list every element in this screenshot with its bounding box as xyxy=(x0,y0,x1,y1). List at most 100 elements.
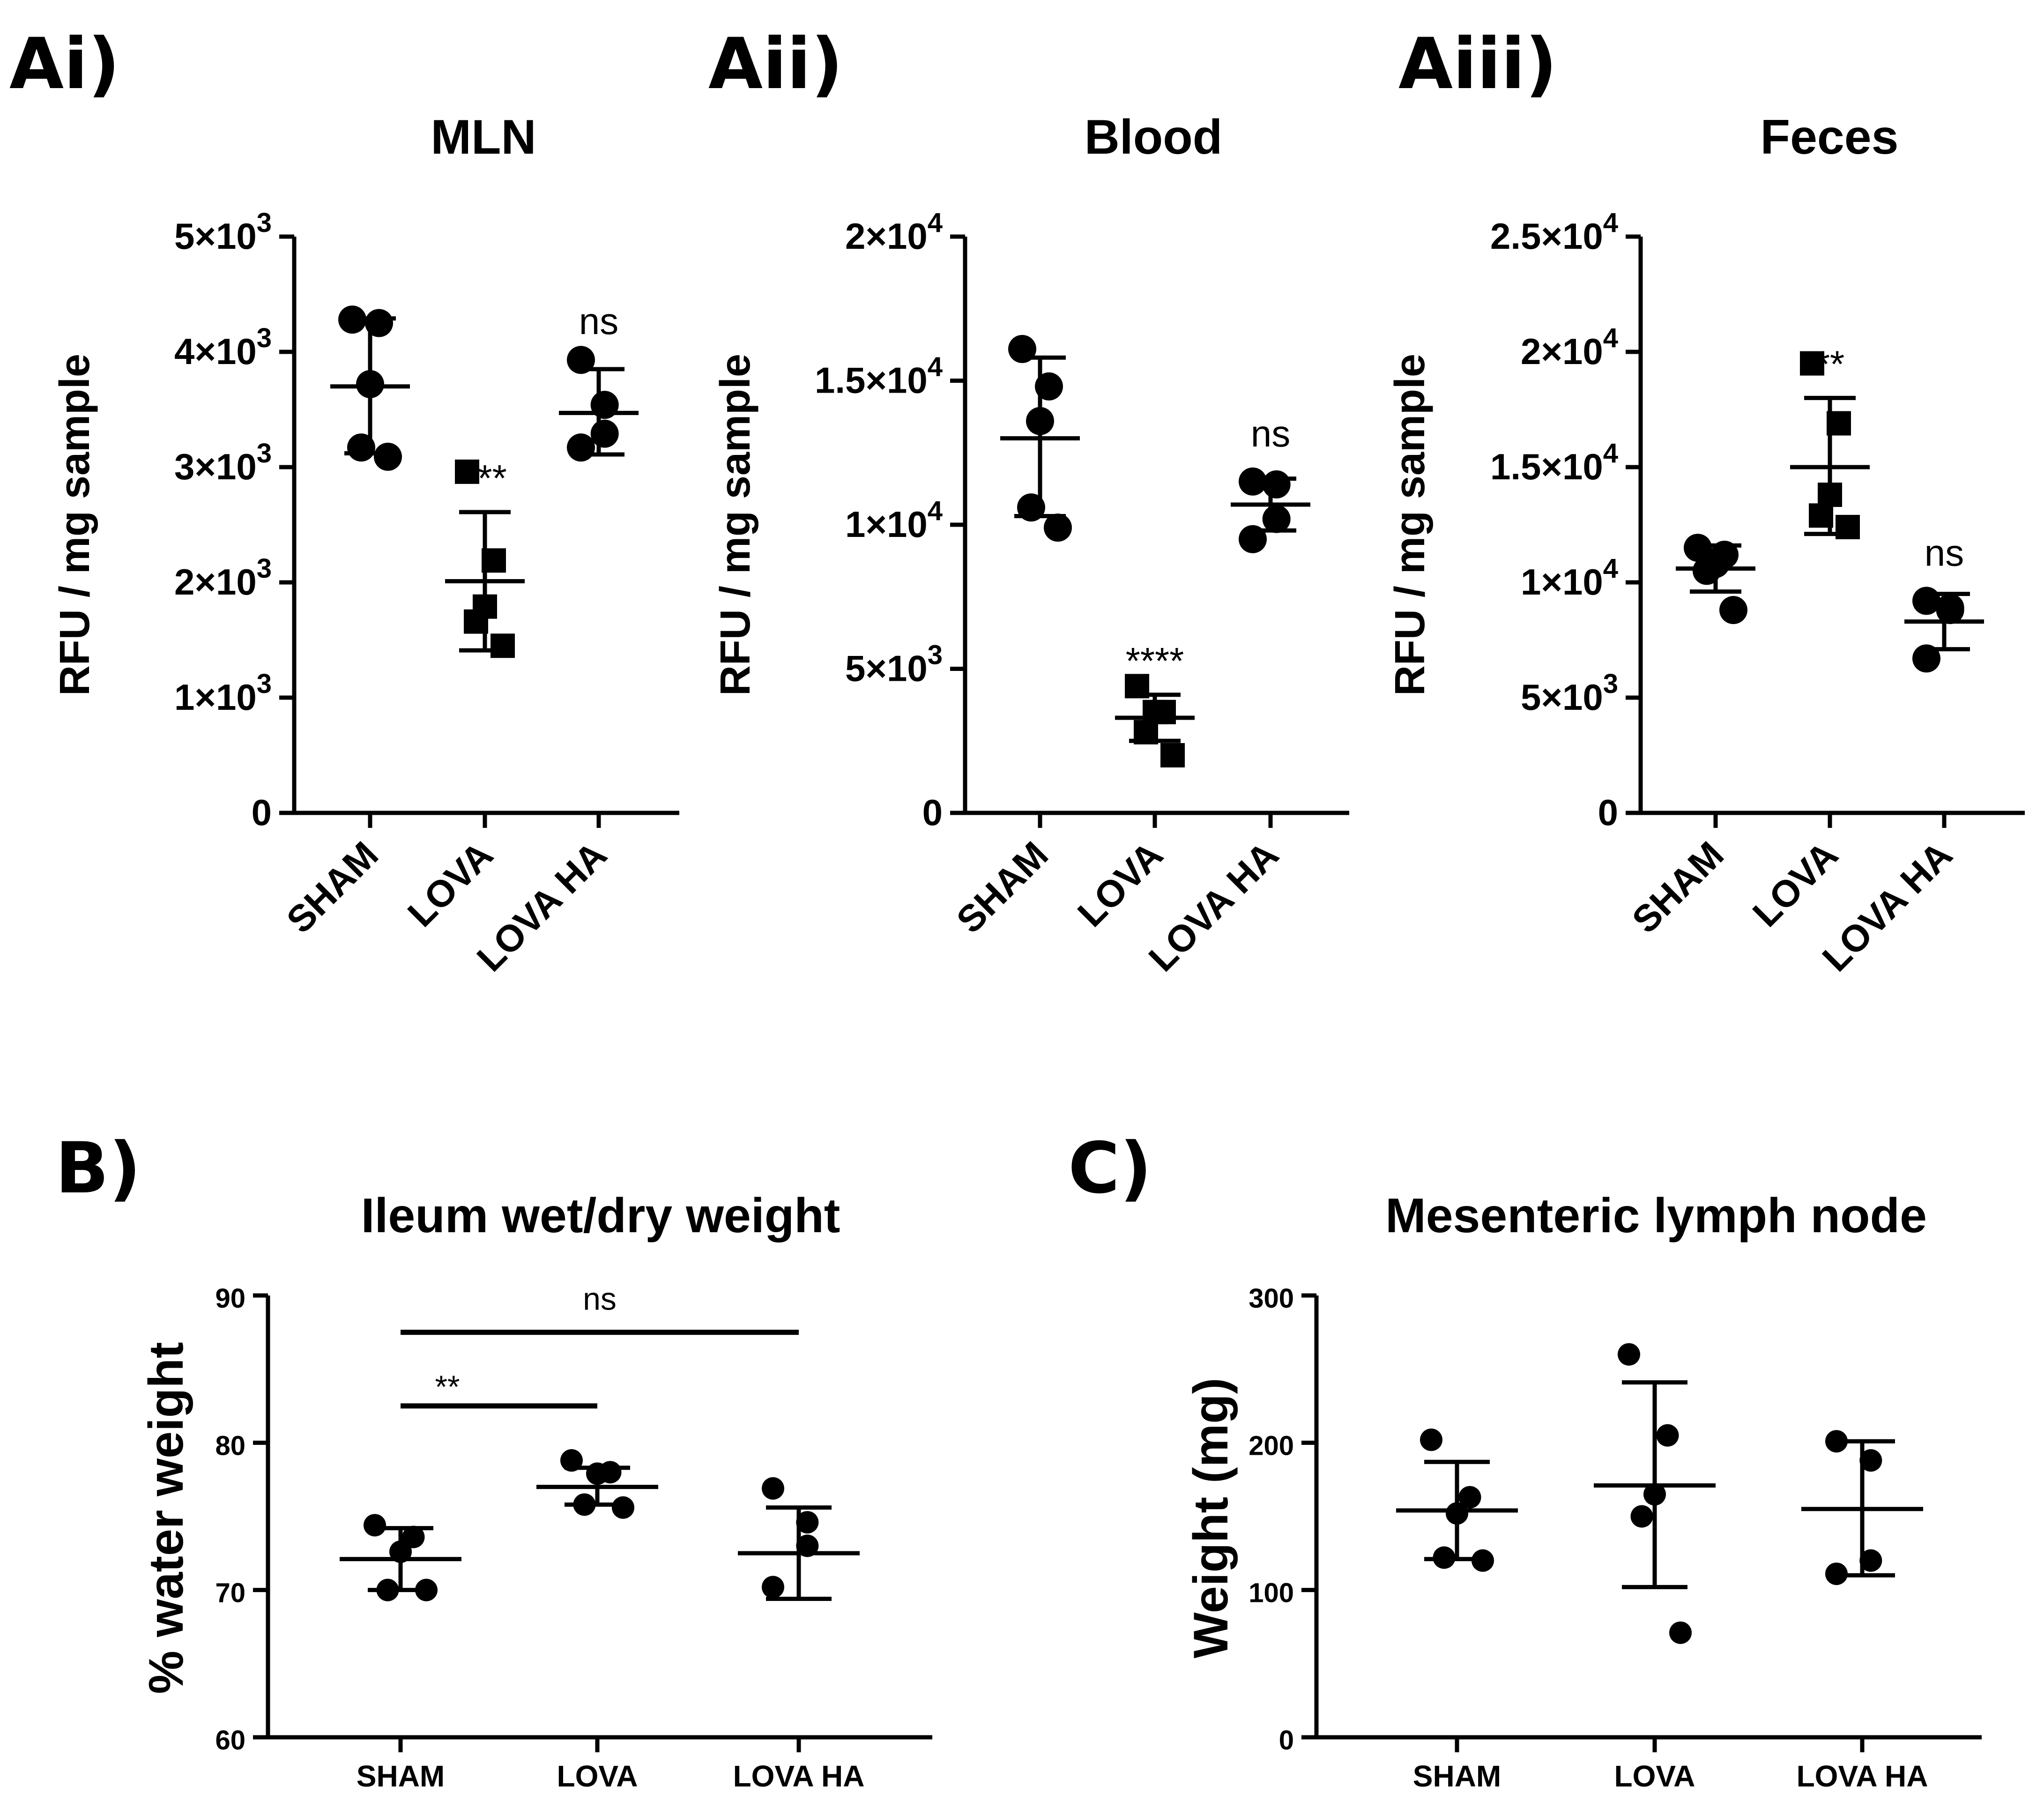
x-category-label: LOVA xyxy=(400,834,501,935)
panel-label: B) xyxy=(55,1128,141,1209)
y-tick-label: 70 xyxy=(215,1578,245,1608)
data-point xyxy=(1239,525,1267,553)
data-point xyxy=(1818,483,1842,507)
y-tick-exponent: 3 xyxy=(928,640,943,670)
group-lova-ha xyxy=(738,1477,860,1601)
panel-2: Aii) Blood RFU / mg sample 0 5×103 1×10 4 1.5×1… xyxy=(708,23,1349,979)
data-point xyxy=(1656,1424,1679,1447)
group-sham xyxy=(340,1514,461,1601)
x-category-label: LOVA HA xyxy=(733,1759,865,1793)
data-point xyxy=(1008,335,1036,363)
data-point xyxy=(1035,372,1063,401)
y-tick-base: 3×10 xyxy=(174,446,257,487)
y-axis-label: Weight (mg) xyxy=(1184,1378,1238,1659)
data-point xyxy=(796,1511,819,1534)
data-point xyxy=(1472,1549,1494,1572)
y-tick-label: 4×103 xyxy=(174,323,272,372)
chart-title: Ileum wet/dry weight xyxy=(361,1189,840,1243)
data-point xyxy=(1912,587,1940,615)
panel-5: C) Mesenteric lymph node Weight (mg) 0 100 20… xyxy=(1068,1128,1982,1793)
comparison-label: ns xyxy=(583,1281,617,1317)
group-lova-ha: ns xyxy=(559,300,639,462)
y-tick-exponent: 3 xyxy=(257,438,272,469)
data-point xyxy=(1630,1505,1653,1528)
panel-label: Aii) xyxy=(708,23,843,105)
data-point xyxy=(762,1477,784,1500)
panel-label: C) xyxy=(1068,1128,1152,1209)
group-lova-ha: ns xyxy=(1904,532,1984,673)
significance-label: ** xyxy=(1815,343,1844,385)
panel-label: Ai) xyxy=(9,23,120,105)
data-point xyxy=(389,1540,412,1563)
y-tick-base: 1.5×10 xyxy=(1490,446,1603,487)
data-point xyxy=(612,1496,634,1519)
y-tick-base: 80 xyxy=(215,1430,245,1461)
data-point xyxy=(1827,411,1851,436)
y-tick-label: 0 xyxy=(922,792,943,833)
data-point xyxy=(455,459,479,484)
y-axis-label: RFU / mg sample xyxy=(1387,354,1434,696)
data-point xyxy=(567,433,595,462)
y-tick-exponent: 4 xyxy=(928,208,943,238)
y-tick-base: 0 xyxy=(922,792,943,833)
data-point xyxy=(1859,1549,1882,1572)
x-category-label: LOVA xyxy=(1614,1759,1695,1793)
y-tick-exponent: 3 xyxy=(257,669,272,699)
y-tick-base: 4×10 xyxy=(174,331,257,372)
x-category-label: SHAM xyxy=(279,834,386,941)
data-point xyxy=(796,1534,819,1557)
data-point xyxy=(1836,514,1860,539)
y-tick-base: 5×10 xyxy=(845,648,928,689)
y-tick-label: 1×104 xyxy=(1521,553,1618,603)
data-point xyxy=(1684,534,1712,562)
chart-title: Feces xyxy=(1761,110,1899,164)
data-point xyxy=(1643,1483,1666,1506)
group-lova xyxy=(1594,1343,1716,1644)
data-point xyxy=(1693,557,1721,585)
y-tick-exponent: 3 xyxy=(257,208,272,238)
y-tick-label: 300 xyxy=(1249,1283,1294,1314)
data-point xyxy=(590,391,619,419)
y-tick-exponent: 4 xyxy=(1603,438,1618,469)
x-category-label: LOVA xyxy=(1070,834,1171,935)
y-tick-label: 200 xyxy=(1249,1430,1294,1461)
y-tick-label: 3×103 xyxy=(174,438,272,487)
data-point xyxy=(1912,644,1940,673)
x-category-label: LOVA HA xyxy=(1797,1759,1928,1793)
x-category-label: LOVA xyxy=(557,1759,638,1793)
data-point xyxy=(1262,505,1291,533)
y-tick-label: 80 xyxy=(215,1430,245,1461)
data-point xyxy=(1017,493,1045,522)
data-point xyxy=(1458,1486,1481,1509)
y-axis-label: RFU / mg sample xyxy=(712,354,759,696)
y-tick-label: 5×103 xyxy=(174,208,272,257)
y-tick-base: 0 xyxy=(1598,792,1618,833)
group-sham xyxy=(330,305,410,471)
group-sham xyxy=(1000,335,1080,542)
y-tick-base: 1×10 xyxy=(845,504,928,545)
group-lova-ha: ns xyxy=(1231,413,1310,553)
data-point xyxy=(1809,503,1833,528)
data-point xyxy=(415,1578,438,1601)
data-point xyxy=(364,1514,386,1537)
y-tick-base: 2×10 xyxy=(174,561,257,603)
y-tick-label: 1.5×104 xyxy=(815,352,943,401)
data-point xyxy=(347,433,375,462)
data-point xyxy=(1044,514,1072,542)
y-tick-base: 1×10 xyxy=(1521,561,1603,603)
chart-title: Blood xyxy=(1085,110,1223,164)
data-point xyxy=(374,442,402,471)
y-tick-base: 0 xyxy=(1279,1725,1294,1756)
significance-label: ns xyxy=(1251,413,1291,454)
y-tick-exponent: 3 xyxy=(1603,669,1618,699)
y-tick-exponent: 4 xyxy=(1603,553,1618,584)
data-point xyxy=(482,548,506,573)
data-point xyxy=(1239,467,1267,496)
y-tick-label: 5×103 xyxy=(845,640,943,689)
data-point xyxy=(1618,1343,1640,1366)
y-tick-base: 2×10 xyxy=(1521,331,1603,372)
data-point xyxy=(491,633,515,658)
y-tick-base: 70 xyxy=(215,1578,245,1608)
data-point xyxy=(586,1462,609,1485)
